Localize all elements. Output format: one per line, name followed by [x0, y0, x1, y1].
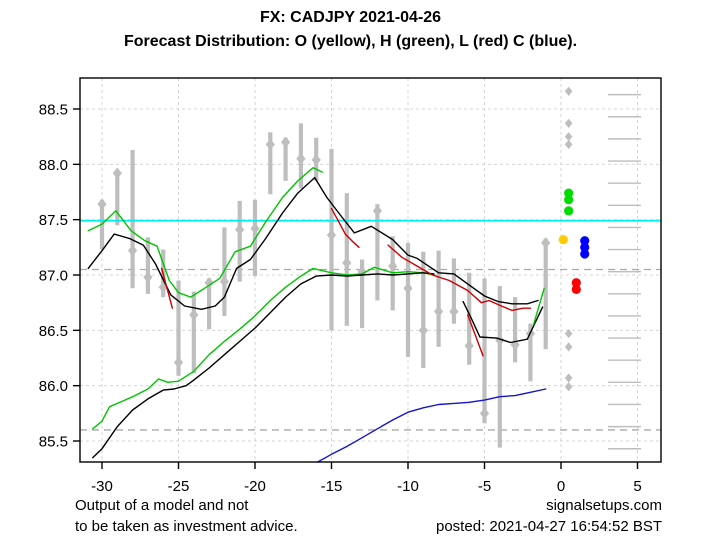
range-bar-marker [541, 237, 551, 249]
dot-high-forecast-green [564, 188, 574, 198]
range-bar-marker [143, 271, 153, 283]
y-axis-label: 88.0 [39, 157, 68, 174]
range-bar-marker [418, 324, 428, 336]
chart-subtitle: Forecast Distribution: O (yellow), H (gr… [123, 33, 578, 50]
series-red-segment-3 [387, 244, 532, 312]
range-bar-marker [189, 309, 199, 321]
series-low-band-green [92, 266, 435, 430]
range-bar-marker [326, 229, 337, 241]
dot-gray-outlier-diamonds [564, 132, 573, 142]
range-bar-marker [219, 276, 229, 288]
series-high-band-green [87, 166, 323, 298]
y-axis-label: 87.5 [39, 212, 68, 229]
range-bar-marker [173, 356, 184, 369]
dot-gray-outlier-diamonds [564, 86, 573, 96]
dot-low-forecast-red [571, 278, 581, 288]
range-bar-marker [434, 305, 444, 318]
y-axis-label: 86.5 [39, 323, 68, 340]
range-bar-marker [112, 167, 122, 179]
dot-gray-outlier-diamonds [564, 342, 573, 352]
series-low-band-black [92, 272, 435, 459]
series-red-segment-4 [467, 314, 484, 357]
x-axis-label: -30 [91, 478, 113, 495]
x-axis-label: -20 [244, 478, 266, 495]
dot-gray-outlier-diamonds [564, 373, 573, 383]
range-bar-marker [388, 260, 398, 272]
dot-gray-outlier-diamonds [564, 139, 573, 150]
range-bar-marker [464, 340, 474, 352]
series-high-band-black [87, 176, 539, 310]
range-bar-marker [372, 205, 382, 217]
x-axis-label: 0 [557, 478, 565, 495]
range-bar-marker [296, 153, 306, 165]
dot-gray-outlier-diamonds [564, 382, 573, 392]
range-bar-marker [311, 154, 321, 166]
dot-open-forecast-yellow [558, 234, 568, 245]
x-axis-label: -25 [168, 478, 190, 495]
x-axis-label: -5 [478, 478, 491, 495]
series-low-black-right [462, 300, 544, 344]
series-blue-line [317, 388, 547, 463]
range-bar-marker [97, 198, 107, 210]
dot-gray-outlier-diamonds [564, 329, 573, 339]
range-bar-marker [204, 277, 214, 289]
range-bar-marker [235, 224, 245, 236]
y-axis-label: 85.5 [39, 434, 68, 451]
range-bar-marker [479, 407, 490, 419]
dot-gray-outlier-diamonds [564, 118, 573, 128]
site-credit: signalsetups.com [546, 497, 662, 514]
dot-close-forecast-blue [580, 242, 590, 252]
range-bar-marker [495, 334, 505, 346]
dot-close-forecast-blue [580, 236, 590, 246]
disclaimer-line-2: to be taken as investment advice. [75, 518, 298, 535]
series-red-segment-1 [160, 267, 174, 309]
range-bar-marker [250, 222, 260, 235]
dot-high-forecast-green [564, 206, 574, 216]
dot-high-forecast-green [564, 195, 574, 205]
y-axis-label: 88.5 [39, 102, 68, 119]
range-bar-marker [265, 138, 275, 151]
range-bar-marker [342, 257, 352, 269]
plot-border [79, 77, 662, 463]
dot-close-forecast-blue [580, 249, 590, 259]
range-bar-marker [281, 136, 291, 148]
posted-timestamp: posted: 2021-04-27 16:54:52 BST [436, 518, 662, 535]
series-green-end-segment [532, 287, 545, 326]
range-bar-marker [128, 245, 138, 257]
x-axis-label: -15 [321, 478, 343, 495]
y-axis-label: 87.0 [39, 268, 68, 285]
range-bar-marker [449, 305, 459, 318]
range-bar-marker [403, 282, 413, 294]
y-axis-label: 86.0 [39, 378, 68, 395]
x-axis-label: -10 [397, 478, 419, 495]
chart-title: FX: CADJPY 2021-04-26 [259, 9, 442, 26]
x-axis-label: 5 [633, 478, 641, 495]
series-red-segment-2 [330, 207, 360, 249]
dot-low-forecast-red [571, 284, 581, 294]
range-bar-marker [357, 266, 367, 278]
disclaimer-line-1: Output of a model and not [75, 497, 249, 514]
